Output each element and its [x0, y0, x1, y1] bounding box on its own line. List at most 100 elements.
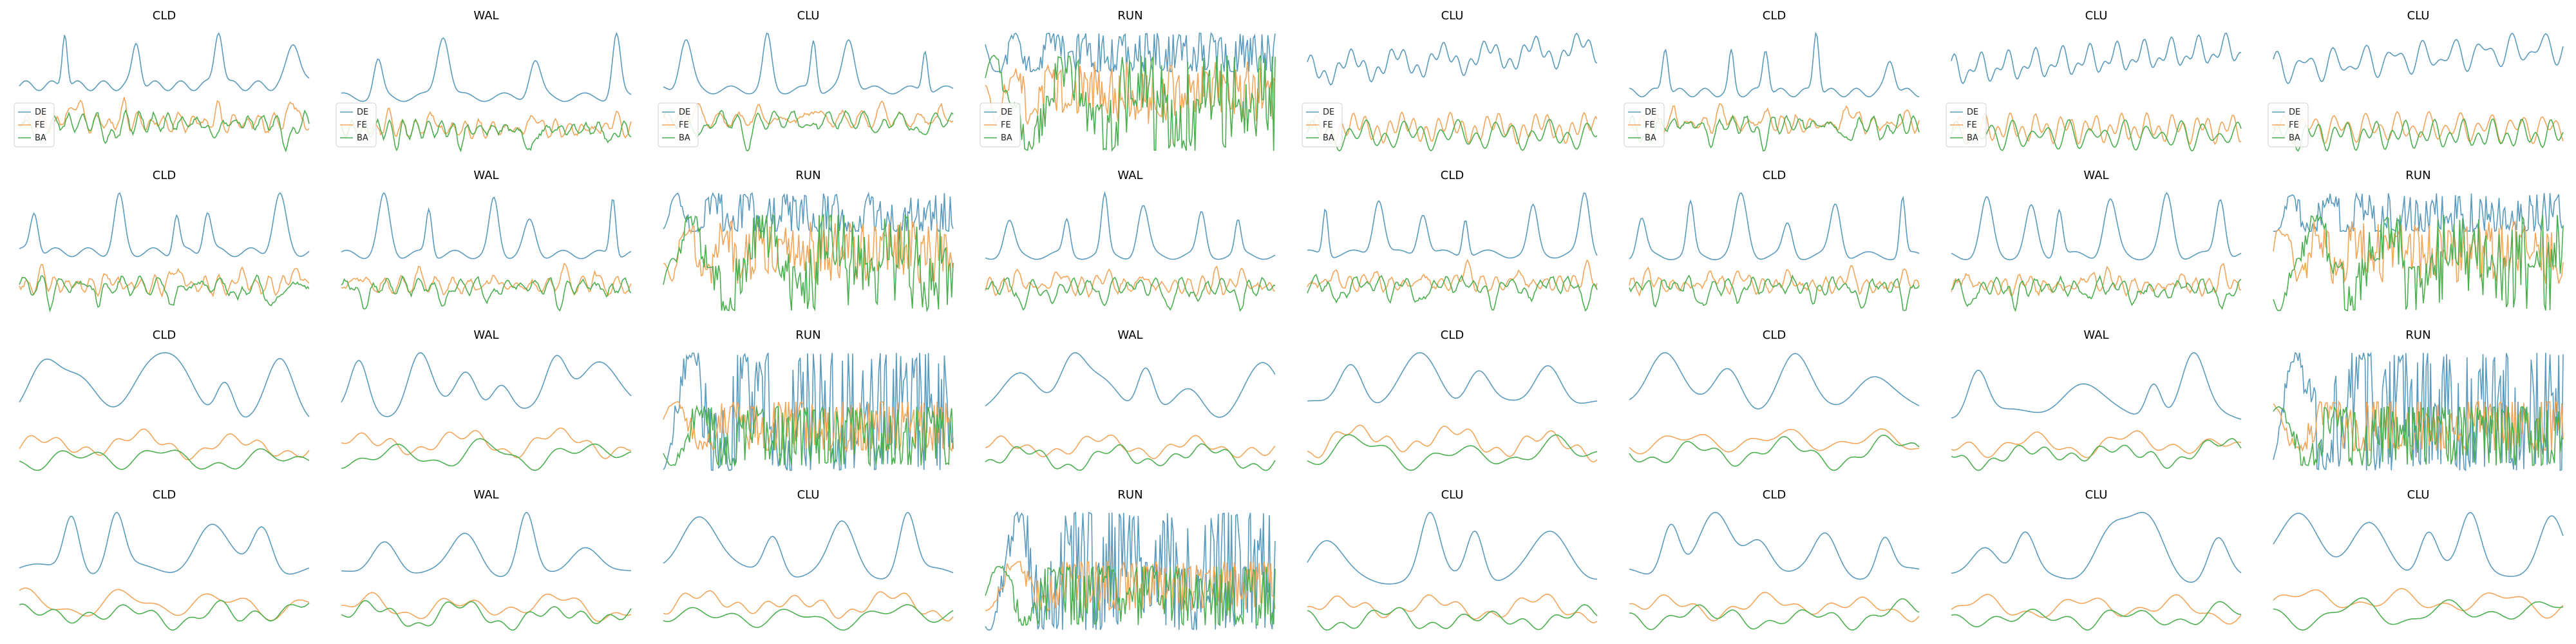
series-line-de [341, 32, 632, 102]
series-line-fe [1629, 102, 1920, 136]
series-line-de [1629, 31, 1920, 98]
legend-label-fe: FE [2289, 120, 2299, 130]
legend: DE FE BA [14, 102, 55, 147]
panel-title: WAL [473, 328, 498, 342]
panel-title: CLU [1441, 9, 1464, 23]
series-line-fe [19, 428, 310, 460]
panel-title: CLD [1763, 328, 1786, 342]
series-line-fe [985, 560, 1276, 612]
panel-title: WAL [473, 9, 498, 23]
series-line-ba [19, 448, 310, 471]
series-line-fe [663, 220, 954, 284]
series-line-de [19, 192, 310, 258]
series-line-fe [341, 427, 632, 459]
panel-13: CLD [1307, 169, 1598, 312]
series-line-ba [1951, 601, 2242, 631]
panel-title: CLD [1763, 169, 1786, 182]
series-line-de [985, 352, 1276, 418]
series-line-de [1307, 511, 1598, 585]
series-line-ba [1629, 274, 1920, 312]
legend-label-ba: BA [679, 133, 690, 143]
panel-21: CLD [1307, 328, 1598, 471]
series-line-fe [341, 262, 632, 298]
panel-title: CLD [153, 328, 176, 342]
panel-title: WAL [1117, 169, 1142, 182]
panel-title: CLD [1441, 169, 1464, 182]
legend-box [1302, 102, 1343, 147]
legend-box [336, 102, 377, 147]
legend-box [1624, 102, 1665, 147]
series-line-de [2273, 191, 2564, 233]
legend: DE FE BA [980, 102, 1021, 147]
panel-title: CLD [153, 9, 176, 23]
panel-10: WAL [341, 169, 632, 312]
panel-7: CLU DE FE BA [1946, 9, 2242, 152]
legend-label-de: DE [1645, 108, 1656, 117]
series-line-fe [341, 592, 632, 622]
panel-16: RUN [2273, 169, 2564, 312]
series-line-ba [1951, 274, 2242, 312]
series-line-ba [2273, 597, 2564, 631]
series-line-de [1951, 32, 2242, 85]
legend-label-fe: FE [35, 120, 45, 130]
legend: DE FE BA [1302, 102, 1343, 147]
panel-title: WAL [473, 169, 498, 182]
series-line-fe [1307, 593, 1598, 623]
panel-8: CLU DE FE BA [2268, 9, 2564, 152]
series-line-de [1951, 511, 2242, 583]
legend-label-fe: FE [1967, 120, 1977, 130]
series-line-ba [341, 118, 632, 153]
panel-3: CLU DE FE BA [658, 9, 954, 152]
series-line-ba [985, 276, 1276, 312]
legend-label-fe: FE [1323, 120, 1333, 130]
panel-title: RUN [795, 169, 820, 182]
panel-5: CLU DE FE BA [1302, 9, 1598, 152]
series-line-ba [663, 404, 954, 468]
series-line-de [341, 511, 632, 577]
series-line-fe [2273, 588, 2564, 619]
series-line-fe [341, 107, 632, 140]
series-line-fe [19, 97, 310, 134]
panel-27: CLU [663, 488, 954, 631]
series-line-de [663, 352, 954, 471]
legend-box [980, 102, 1021, 147]
legend-box [2268, 102, 2309, 147]
panel-28: RUN [985, 488, 1276, 631]
panel-title: CLU [797, 488, 820, 502]
legend: DE FE BA [2268, 102, 2309, 147]
legend-label-de: DE [1001, 108, 1012, 117]
panel-title: CLU [2085, 488, 2108, 502]
series-line-fe [1307, 424, 1598, 462]
panel-29: CLU [1307, 488, 1598, 631]
panel-12: WAL [985, 169, 1276, 312]
panel-title: CLD [1763, 9, 1786, 23]
series-line-fe [1307, 111, 1598, 145]
series-line-de [341, 192, 632, 260]
legend-label-fe: FE [357, 120, 367, 130]
panel-title: WAL [2083, 328, 2108, 342]
panel-31: CLU [1951, 488, 2242, 631]
series-line-ba [19, 109, 310, 153]
series-line-de [19, 511, 310, 575]
legend-label-de: DE [1967, 108, 1978, 117]
panel-11: RUN [663, 169, 954, 313]
panel-4: RUN DE FE BA [980, 9, 1276, 152]
series-line-ba [1307, 118, 1598, 152]
panel-title: CLU [797, 9, 820, 23]
legend-box [14, 102, 55, 147]
panel-25: CLD [19, 488, 310, 631]
legend-label-ba: BA [1967, 133, 1978, 143]
series-line-de [1629, 192, 1920, 260]
legend-label-ba: BA [1001, 133, 1012, 143]
series-line-ba [985, 54, 1276, 152]
series-line-fe [1951, 594, 2242, 625]
legend-label-de: DE [357, 108, 368, 117]
panel-6: CLD DE FE BA [1624, 9, 1920, 152]
series-line-ba [341, 275, 632, 312]
panel-title: WAL [1117, 328, 1142, 342]
panel-title: CLU [1441, 488, 1464, 502]
legend-label-de: DE [1323, 108, 1334, 117]
panel-title: CLU [2085, 9, 2108, 23]
series-line-de [985, 191, 1276, 260]
